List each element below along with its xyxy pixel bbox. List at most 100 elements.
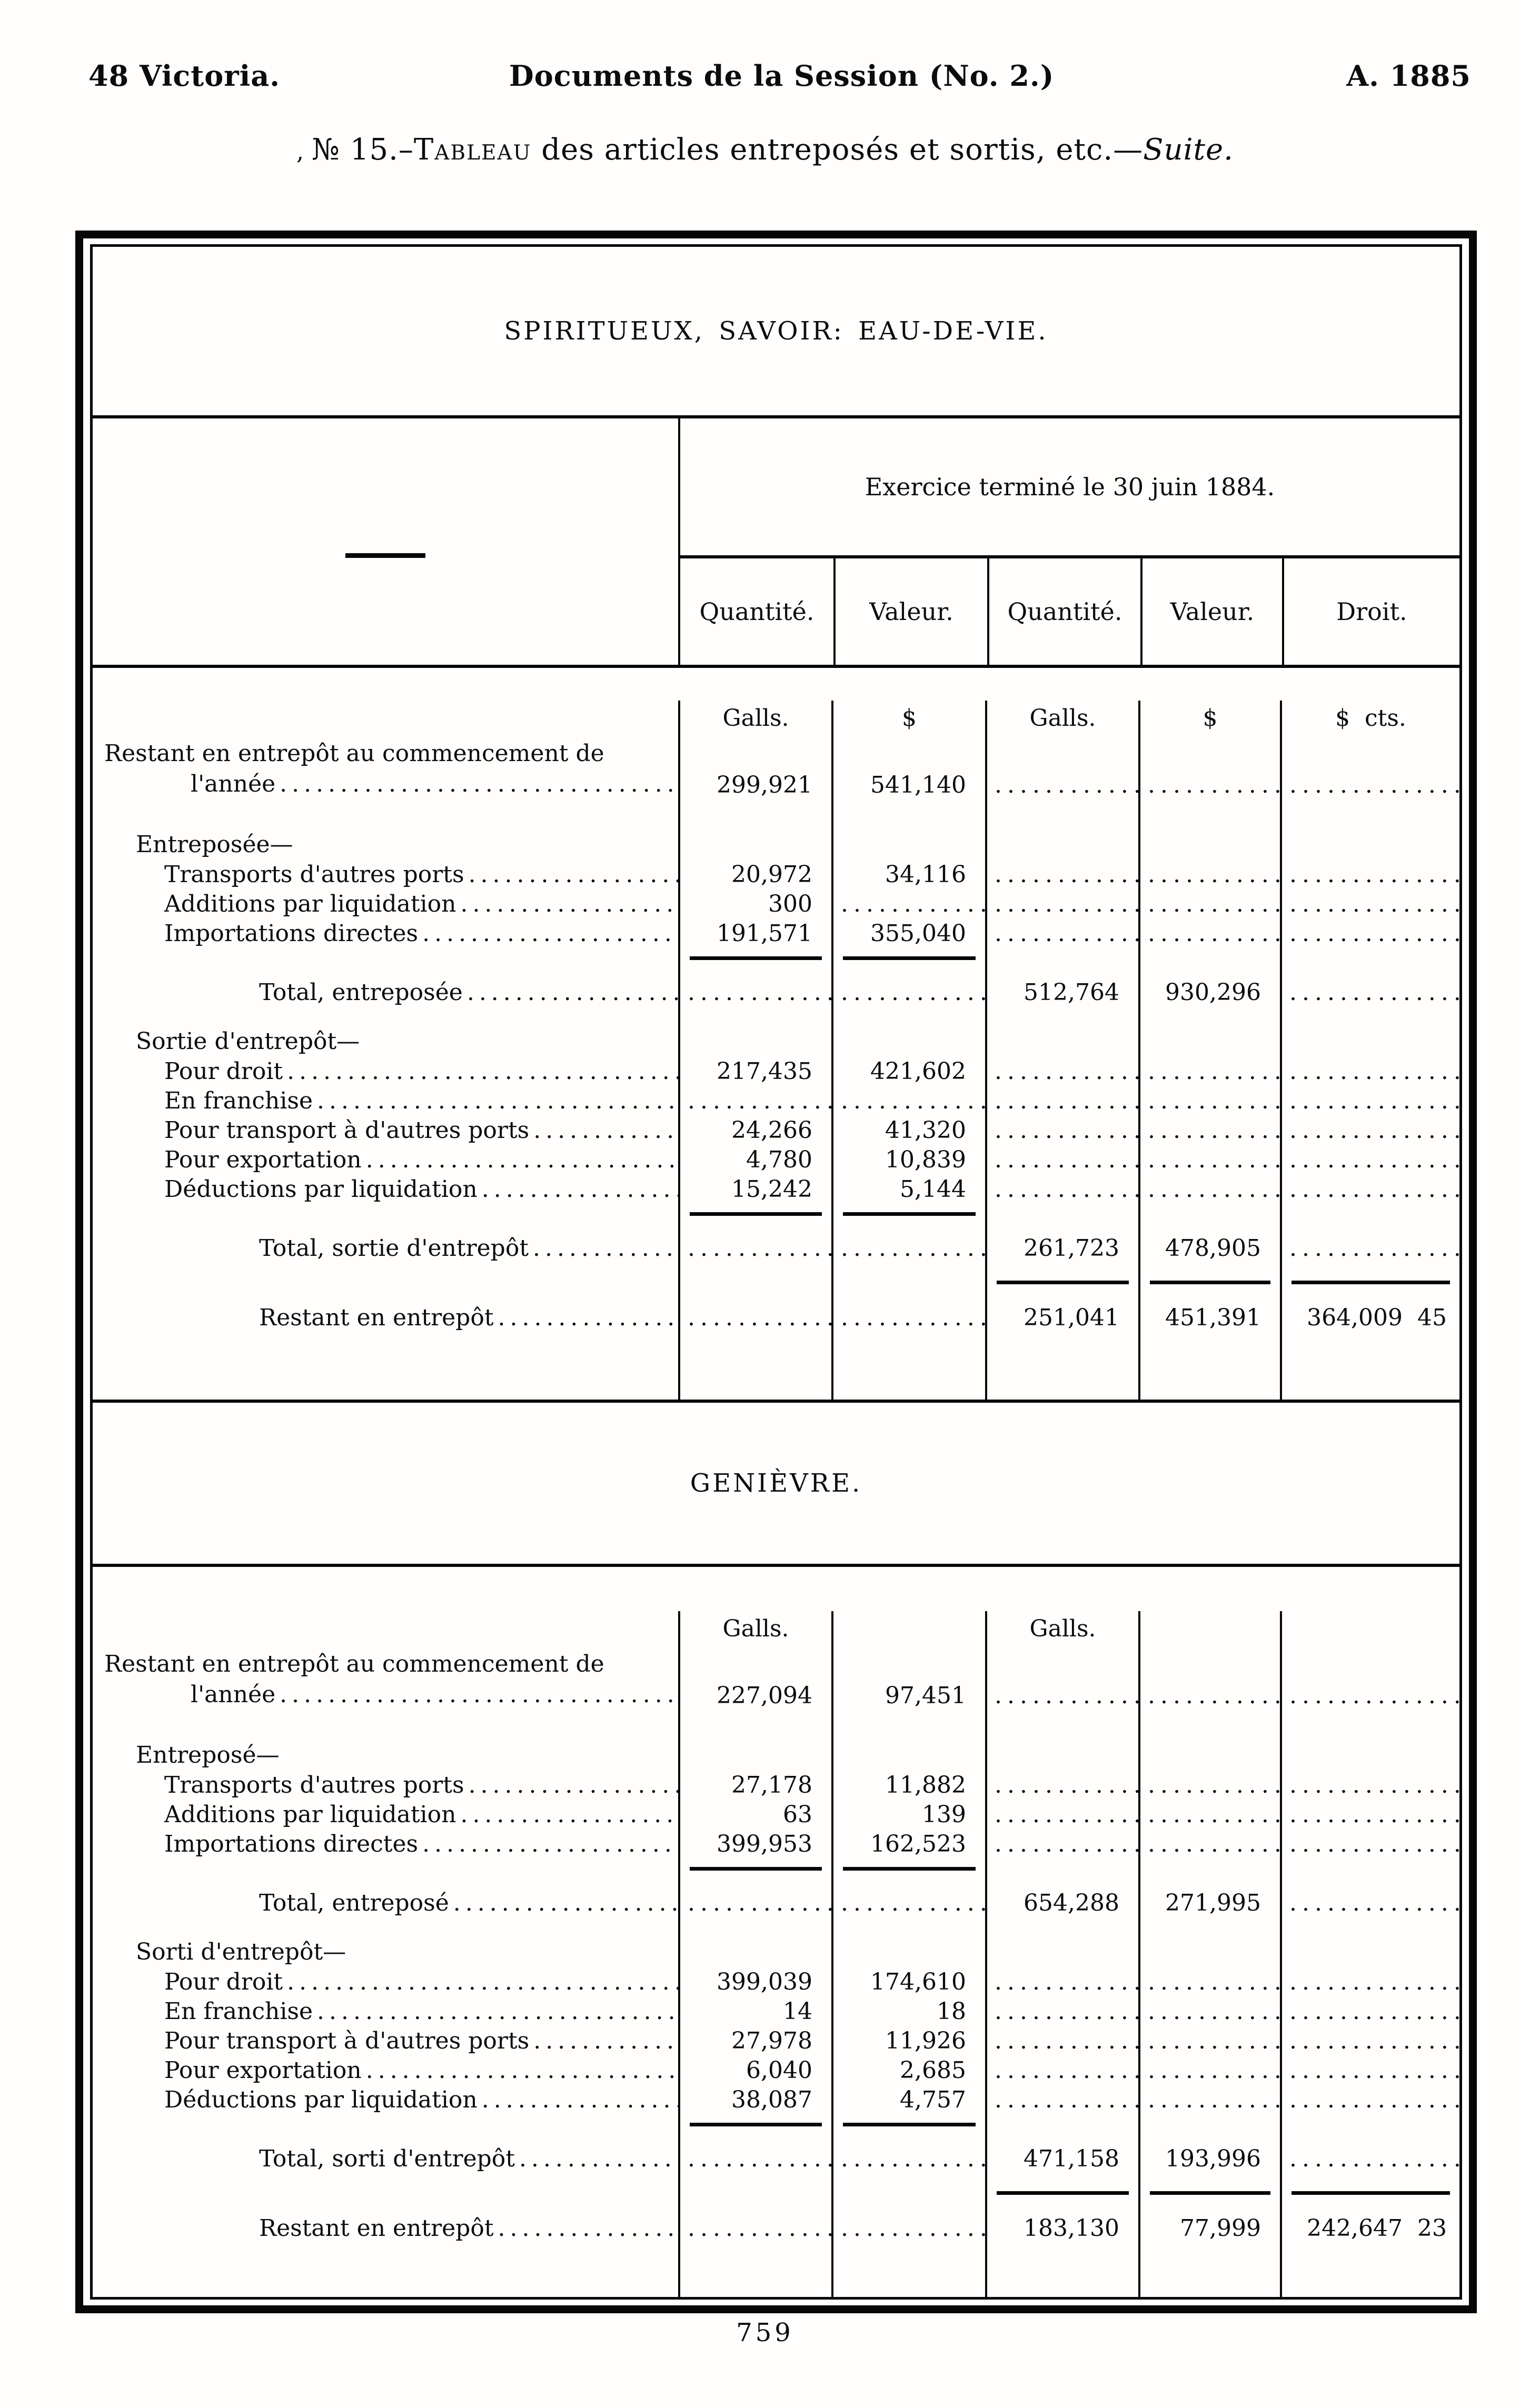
- value-cell-col1: 355,040: [831, 918, 985, 948]
- table-row-eau-6: Importations directes...................…: [93, 918, 1459, 948]
- horizontal-rule: [680, 555, 1459, 558]
- value-cell-col3: 77,999: [1138, 2203, 1280, 2253]
- value-cell-col2: [985, 1026, 1138, 1056]
- row-label: Additions par liquidation...............…: [164, 890, 678, 917]
- empty-cell-dots: ........................................: [1148, 861, 1280, 888]
- row-label: Importations directes...................…: [164, 1830, 678, 1857]
- row-label: Pour transport à d'autres ports.........…: [164, 2027, 678, 2054]
- row-label: Pour droit..............................…: [164, 1968, 678, 1995]
- empty-cell-dots: ........................................: [688, 1889, 831, 1916]
- empty-cell-dots: ........................................: [1148, 920, 1280, 947]
- value-cell-col2: [985, 1016, 1138, 1026]
- value-cell-col1: $: [831, 701, 985, 735]
- value-cell-col0: 299,921: [678, 735, 831, 805]
- value-cell-col2: ........................................: [985, 1145, 1138, 1174]
- running-head-right: A. 1885: [1346, 59, 1471, 93]
- value-cell-col4: ........................................: [1280, 1770, 1459, 1800]
- empty-cell-dots: ........................................: [995, 772, 1138, 798]
- document-title: , № 15.–Tableau des articles entreposés e…: [0, 133, 1530, 167]
- empty-cell-dots: ........................................: [1289, 861, 1459, 888]
- row-label: Restant en entrepôt au commencement de l'…: [93, 1646, 678, 1715]
- empty-cell-dots: ........................................: [1289, 2056, 1459, 2084]
- value-cell-col2: ........................................: [985, 2026, 1138, 2055]
- value-cell-filler: [985, 1343, 1138, 1400]
- empty-cell-dots: ........................................: [1289, 1771, 1459, 1798]
- value-cell-col1: 34,116: [831, 860, 985, 889]
- value-cell-col1: [831, 805, 985, 829]
- row-label: [93, 1016, 678, 1026]
- leader-dots: ........................................…: [453, 1889, 678, 1916]
- value-cell-col2: Galls.: [985, 701, 1138, 735]
- table-row-gen-18: [93, 2183, 1459, 2203]
- table-row-gen-12: En franchise............................…: [93, 1996, 1459, 2026]
- value-cell-col0: 399,953: [678, 1829, 831, 1859]
- value-cell-filler: [1280, 1343, 1459, 1400]
- empty-cell-dots: ........................................: [1289, 1997, 1459, 2025]
- value-cell-filler: [985, 2253, 1138, 2297]
- value-cell-col0: [678, 805, 831, 829]
- value-cell-col2: ........................................: [985, 918, 1138, 948]
- empty-cell-dots: ........................................: [1148, 2027, 1280, 2054]
- value-cell-col0: 27,178: [678, 1770, 831, 1800]
- value-cell-col2: 183,130: [985, 2203, 1138, 2253]
- value-cell-col0: 4,780: [678, 1145, 831, 1174]
- value-cell-col4: ........................................: [1280, 2026, 1459, 2055]
- empty-cell-dots: ........................................: [1289, 1087, 1459, 1114]
- value-cell-col3: ........................................: [1138, 860, 1280, 889]
- empty-cell-dots: ........................................: [995, 1830, 1138, 1857]
- row-label: [93, 2183, 678, 2203]
- empty-cell-dots: ........................................: [995, 2027, 1138, 2054]
- table-row-eau-4: Transports d'autres ports...............…: [93, 860, 1459, 889]
- empty-cell-dots: ........................................: [1148, 1175, 1280, 1203]
- value-cell-col1: [831, 1715, 985, 1740]
- row-label: [93, 1204, 678, 1224]
- row-label: Transports d'autres ports...............…: [93, 1770, 678, 1800]
- value-cell-col3: ........................................: [1138, 1829, 1280, 1859]
- row-label: [93, 1927, 678, 1936]
- sum-rule: [1150, 2191, 1270, 2195]
- empty-cell-dots: ........................................: [995, 1682, 1138, 1709]
- value-cell-col2: [985, 1740, 1138, 1770]
- row-label: Entreposé—: [136, 1741, 280, 1768]
- row-label: Total, entreposé........................…: [93, 1879, 678, 1927]
- row-label: Additions par liquidation...............…: [164, 1801, 678, 1828]
- empty-cell-dots: ........................................: [1148, 1771, 1280, 1798]
- value-cell-col0: 399,039: [678, 1967, 831, 1996]
- row-label: Déductions par liquidation..............…: [93, 1174, 678, 1204]
- leader-dots: ........................................…: [460, 1801, 678, 1828]
- value-cell-col1: 541,140: [831, 735, 985, 805]
- value-cell-col0: ........................................: [678, 1224, 831, 1272]
- table-header-zone: Exercice terminé le 30 juin 1884. Quanti…: [93, 418, 1459, 665]
- value-cell-col3: ........................................: [1138, 1115, 1280, 1145]
- empty-cell-dots: ........................................: [1289, 2027, 1459, 2054]
- empty-cell-dots: ........................................: [995, 861, 1138, 888]
- value-cell-col4: ........................................: [1280, 1800, 1459, 1829]
- value-cell-col0: [678, 1859, 831, 1879]
- value-cell-col3: [1138, 1611, 1280, 1646]
- table-row-eau-5: Additions par liquidation...............…: [93, 889, 1459, 918]
- value-cell-col0: [678, 948, 831, 968]
- value-cell-col2: [985, 805, 1138, 829]
- value-cell-col2: ........................................: [985, 1770, 1138, 1800]
- value-cell-col3: ........................................: [1138, 735, 1280, 805]
- value-cell-col2: [985, 1272, 1138, 1292]
- stub-header-cell: [93, 418, 678, 665]
- row-label: [93, 2114, 678, 2134]
- leader-dots: ........................................…: [533, 2027, 678, 2054]
- value-cell-col0: [678, 1936, 831, 1967]
- row-label: [93, 948, 678, 968]
- empty-cell-dots: ........................................: [1148, 1968, 1280, 1995]
- leader-dots: ........................................…: [317, 1087, 678, 1114]
- leader-dots: ........................................…: [460, 890, 678, 917]
- value-cell-col4: [1280, 805, 1459, 829]
- value-cell-col1: [831, 1016, 985, 1026]
- value-cell-col0: 27,978: [678, 2026, 831, 2055]
- value-cell-col2: [985, 1204, 1138, 1224]
- value-cell-col1: ........................................: [831, 1292, 985, 1343]
- value-cell-col1: 4,757: [831, 2085, 985, 2114]
- value-cell-col2: [985, 2183, 1138, 2203]
- value-cell-col4: ........................................: [1280, 1224, 1459, 1272]
- empty-cell-dots: ........................................: [841, 978, 985, 1006]
- sum-rule: [690, 2122, 822, 2126]
- value-cell-col3: ........................................: [1138, 2055, 1280, 2085]
